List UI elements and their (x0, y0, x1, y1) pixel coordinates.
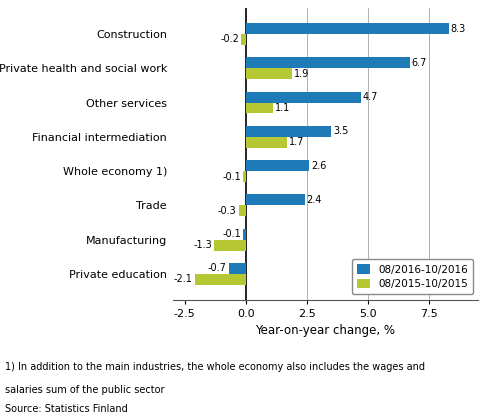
Bar (246, 194, 305, 206)
Text: 3.5: 3.5 (333, 126, 349, 136)
Bar (246, 102, 273, 114)
Text: -0.1: -0.1 (223, 171, 242, 181)
Legend: 08/2016-10/2016, 08/2015-10/2015: 08/2016-10/2016, 08/2015-10/2015 (352, 259, 473, 294)
Text: 4.7: 4.7 (363, 92, 378, 102)
Text: 1) In addition to the main industries, the whole economy also includes the wages: 1) In addition to the main industries, t… (5, 362, 425, 372)
Bar (246, 137, 287, 148)
Text: 8.3: 8.3 (451, 24, 466, 34)
Bar (246, 23, 449, 34)
Text: 6.7: 6.7 (412, 58, 427, 68)
Bar (246, 92, 361, 102)
Bar (246, 68, 292, 79)
Text: -0.7: -0.7 (208, 263, 227, 273)
Text: -0.1: -0.1 (223, 229, 242, 239)
Text: 1.7: 1.7 (289, 137, 305, 147)
Bar (241, 34, 246, 45)
Text: Source: Statistics Finland: Source: Statistics Finland (5, 404, 128, 414)
Text: -2.1: -2.1 (174, 274, 193, 284)
Text: -0.2: -0.2 (220, 35, 239, 45)
X-axis label: Year-on-year change, %: Year-on-year change, % (255, 324, 395, 337)
Bar (244, 171, 246, 182)
Bar (195, 274, 246, 285)
Text: salaries sum of the public sector: salaries sum of the public sector (5, 385, 165, 395)
Text: 1.9: 1.9 (294, 69, 310, 79)
Bar (239, 206, 246, 216)
Bar (246, 160, 310, 171)
Text: 1.1: 1.1 (275, 103, 290, 113)
Text: -0.3: -0.3 (218, 206, 237, 216)
Bar (246, 57, 410, 68)
Bar (214, 240, 246, 250)
Bar (244, 229, 246, 240)
Text: -1.3: -1.3 (193, 240, 212, 250)
Bar (246, 126, 331, 137)
Bar (229, 263, 246, 274)
Text: 2.4: 2.4 (307, 195, 322, 205)
Text: 2.6: 2.6 (312, 161, 327, 171)
